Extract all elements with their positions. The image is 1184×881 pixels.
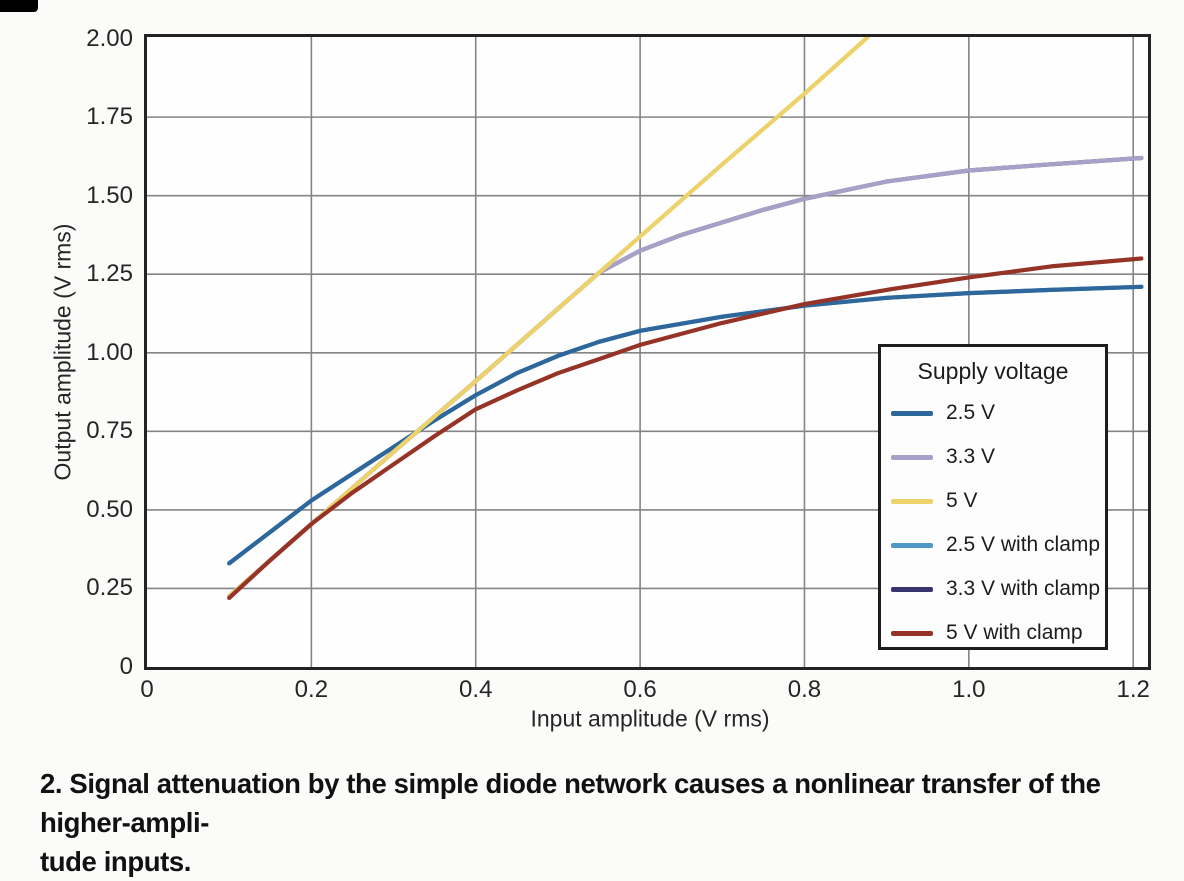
legend-item-label: 3.3 V with clamp — [946, 577, 1101, 600]
legend-item-label: 5 V — [946, 489, 978, 512]
legend-item-label: 5 V with clamp — [946, 621, 1083, 644]
y-tick-label-1.00: 1.00 — [86, 338, 133, 366]
series-line-5-v-with-clamp — [227, 256, 1144, 601]
legend-box: Supply voltage 2.5 V 3.3 V 5 V 2.5 V with c… — [878, 344, 1108, 650]
x-tick-label-0: 0 — [140, 676, 154, 703]
x-tick-label-1.0: 1.0 — [952, 676, 986, 703]
legend-item-3.3-v-with-clamp: 3.3 V with clamp — [881, 567, 1105, 611]
legend-item-5-v-with-clamp: 5 V with clamp — [881, 611, 1105, 655]
legend-title: Supply voltage — [917, 358, 1069, 384]
legend-swatch — [891, 454, 933, 460]
legend-items: 2.5 V 3.3 V 5 V 2.5 V with clamp 3.3 V with … — [881, 391, 1105, 655]
legend-swatch — [891, 410, 933, 416]
y-tick-label-0.25: 0.25 — [86, 574, 133, 602]
y-tick-label-0.75: 0.75 — [86, 417, 133, 445]
x-tick-label-1.2: 1.2 — [1116, 676, 1150, 703]
y-tick-label-1.75: 1.75 — [86, 103, 133, 131]
x-tick-label-0.8: 0.8 — [787, 676, 822, 703]
legend-swatch — [891, 542, 933, 548]
y-tick-label-0.50: 0.50 — [86, 495, 133, 523]
legend-item-3.3-v: 3.3 V — [881, 435, 1105, 479]
legend-swatch — [891, 498, 933, 504]
y-tick-label-2.00: 2.00 — [86, 24, 133, 52]
x-tick-label-0.4: 0.4 — [459, 676, 493, 703]
y-tick-label-0: 0 — [119, 653, 133, 680]
y-tick-label-1.25: 1.25 — [86, 260, 133, 288]
legend-swatch — [891, 630, 933, 636]
legend-item-2.5-v: 2.5 V — [881, 391, 1105, 435]
y-axis-title: Output amplitude (V rms) — [49, 223, 76, 481]
series-line-2.5-v — [227, 284, 1144, 566]
legend-item-label: 2.5 V — [946, 401, 996, 424]
figure-caption-line1: 2. Signal attenuation by the simple diod… — [40, 768, 1101, 839]
legend-item-label: 2.5 V with clamp — [946, 533, 1101, 556]
corner-artifact-mark — [0, 0, 38, 12]
x-axis-title: Input amplitude (V rms) — [530, 705, 770, 732]
legend-item-5-v: 5 V — [881, 479, 1105, 523]
legend-item-label: 3.3 V — [946, 445, 996, 468]
y-tick-label-1.50: 1.50 — [86, 181, 133, 209]
legend-item-2.5-v-with-clamp: 2.5 V with clamp — [881, 523, 1105, 567]
x-tick-label-0.2: 0.2 — [294, 676, 329, 703]
x-tick-label-0.6: 0.6 — [623, 676, 657, 703]
figure-caption-line2: tude inputs. — [40, 846, 192, 878]
figure-caption: 2. Signal attenuation by the simple diod… — [40, 764, 1155, 881]
series-line-5-v — [227, 37, 870, 599]
legend-swatch — [891, 586, 933, 592]
